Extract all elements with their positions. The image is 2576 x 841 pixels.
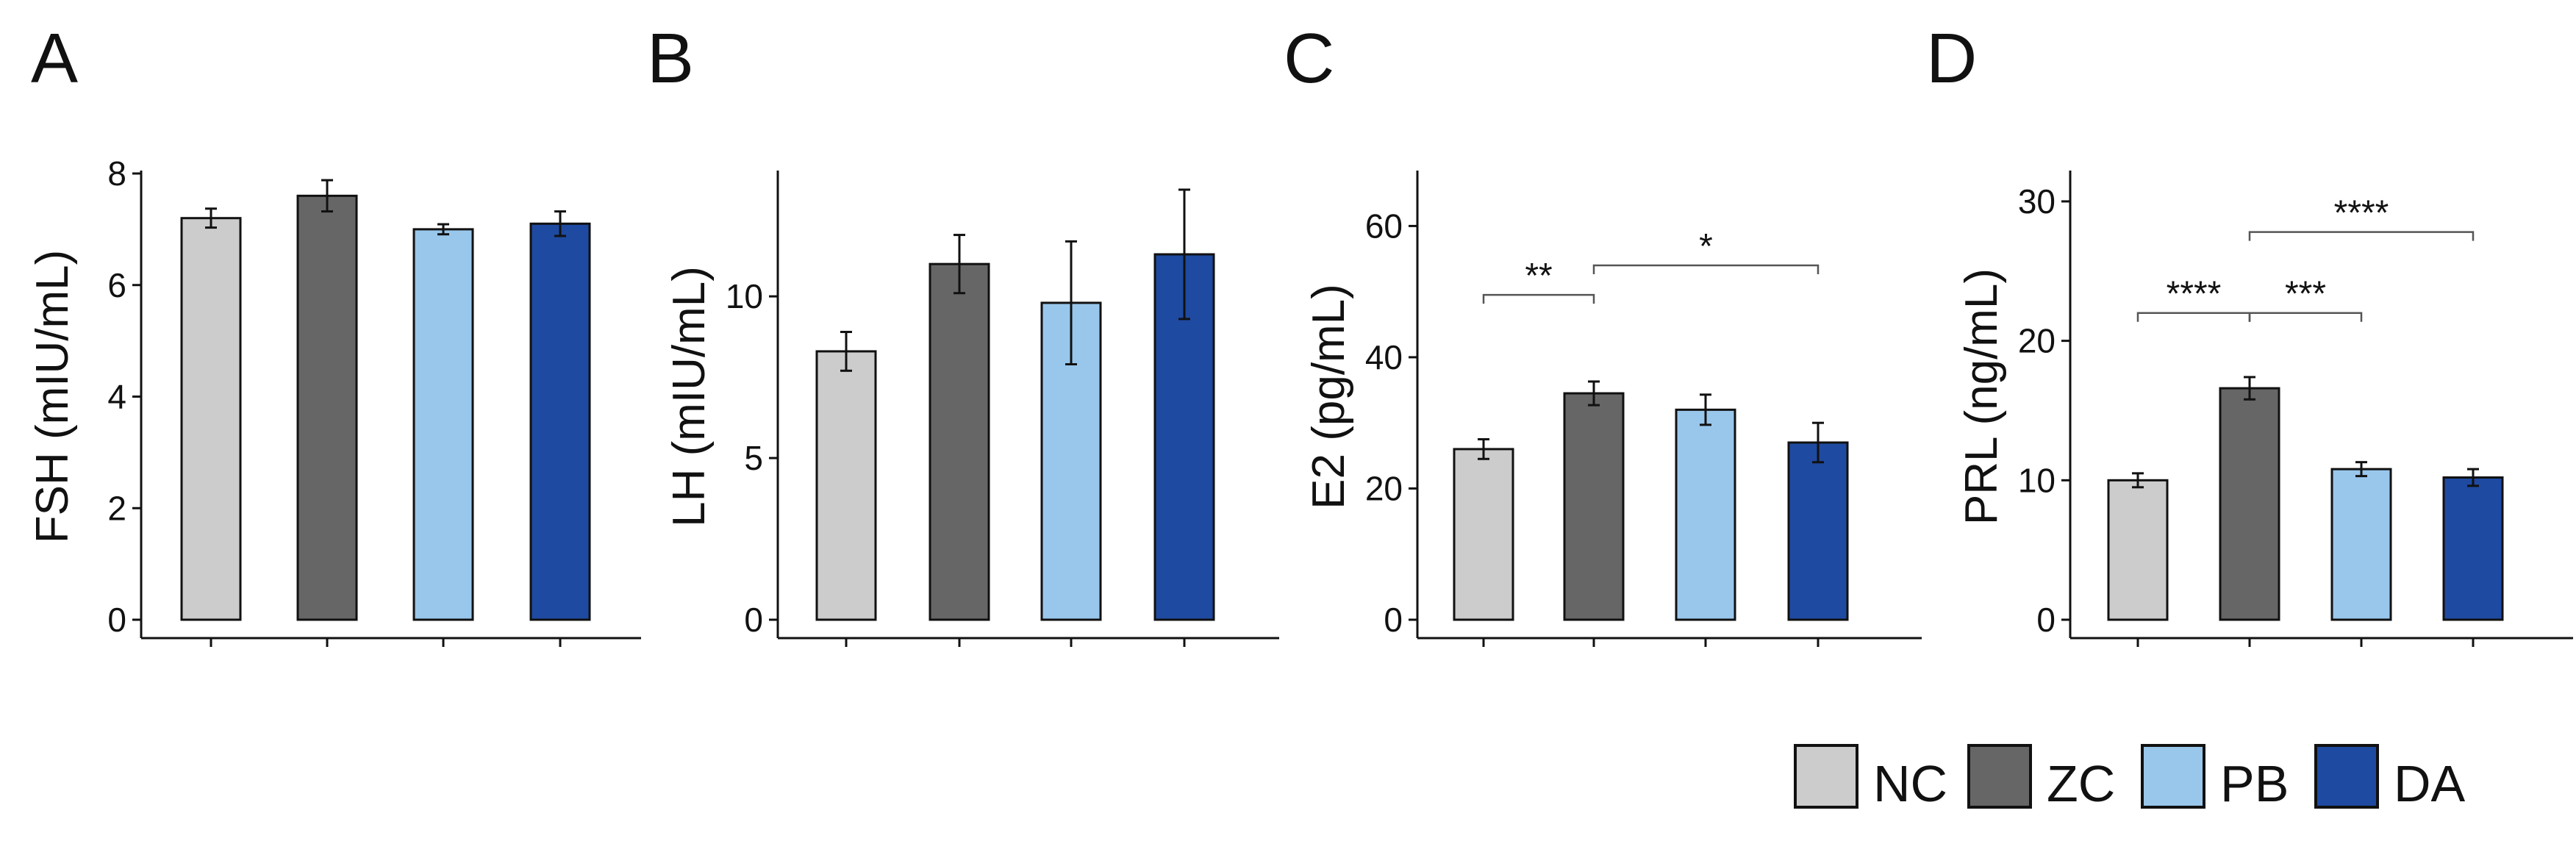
y-tick-label: 10: [2018, 461, 2056, 499]
legend-label-zc: ZC: [2047, 755, 2115, 812]
bar-nc: [180, 217, 242, 621]
bar-da: [2442, 476, 2504, 621]
bar-zc: [929, 262, 990, 621]
bar-pb: [2330, 468, 2392, 621]
legend-swatch-pb: [2141, 744, 2205, 809]
panel-letter: C: [1284, 19, 1334, 98]
legend-swatch-da: [2314, 744, 2379, 809]
panel-letter: A: [31, 19, 78, 98]
bar-pb: [412, 228, 474, 621]
significance-label: **: [1525, 257, 1552, 296]
bar-nc: [2107, 479, 2169, 621]
y-tick-label: 60: [1365, 207, 1403, 245]
y-tick-label: 0: [2036, 601, 2056, 639]
y-tick-label: 0: [107, 601, 126, 639]
bar-da: [1787, 441, 1849, 621]
y-axis-title: LH (mIU/mL): [664, 266, 715, 527]
y-tick-label: 20: [2018, 322, 2056, 360]
panel-b: B 0 5 10 LH (mIU/mL): [647, 19, 1279, 647]
y-tick-label: 10: [726, 277, 763, 315]
bar-zc: [2219, 387, 2280, 621]
legend: NC ZC PB DA: [1794, 744, 2466, 812]
legend-swatch-nc: [1794, 744, 1858, 809]
y-tick-label: 20: [1365, 469, 1403, 507]
bar-nc: [1453, 448, 1514, 621]
panel-letter: B: [647, 19, 694, 98]
legend-swatch-zc: [1967, 744, 2032, 809]
y-tick-label: 40: [1365, 338, 1403, 376]
y-axis-title: FSH (mIU/mL): [27, 250, 78, 544]
significance-bracket: [1592, 264, 1820, 274]
y-axis-title: E2 (pg/mL): [1303, 284, 1354, 509]
legend-label-nc: NC: [1873, 755, 1947, 812]
panels: A 0 2 4 6 8 FSH (mIU/mL) B 0 5 10 LH (mIU/mL) C 0 20 40…: [27, 19, 2573, 647]
legend-label-pb: PB: [2220, 755, 2289, 812]
panel-letter: D: [1926, 19, 1977, 98]
bar-da: [529, 222, 591, 621]
y-tick-label: 0: [1384, 601, 1403, 639]
panel-a: A 0 2 4 6 8 FSH (mIU/mL): [27, 19, 641, 647]
significance-label: ***: [2285, 275, 2326, 314]
y-tick-label: 30: [2018, 182, 2056, 221]
significance-label: *: [1699, 227, 1713, 266]
significance-bracket: [2248, 312, 2363, 322]
significance-label: ****: [2334, 194, 2389, 233]
significance-label: ****: [2167, 275, 2222, 314]
bar-zc: [296, 194, 358, 621]
bar-pb: [1675, 408, 1736, 621]
y-tick-label: 5: [744, 439, 763, 477]
bar-nc: [815, 350, 877, 621]
y-tick-label: 6: [107, 266, 126, 304]
significance-bracket: [1482, 293, 1595, 304]
y-tick-label: 4: [107, 378, 126, 416]
bar-zc: [1563, 392, 1625, 621]
y-tick-label: 2: [107, 489, 126, 527]
significance-bracket: [2136, 312, 2251, 322]
legend-label-da: DA: [2394, 755, 2466, 812]
y-tick-label: 0: [744, 601, 763, 639]
y-axis-title: PRL (ng/mL): [1956, 268, 2007, 525]
y-tick-label: 8: [107, 154, 126, 193]
significance-bracket: [2248, 231, 2475, 241]
